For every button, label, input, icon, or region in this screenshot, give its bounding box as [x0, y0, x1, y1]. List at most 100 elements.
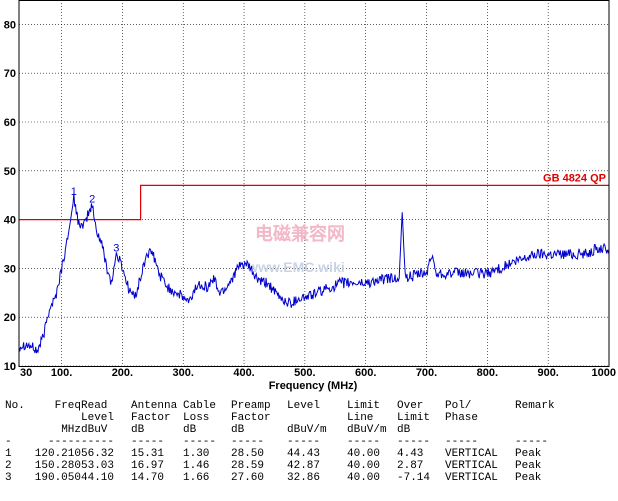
table-cell: 1.46 — [183, 460, 210, 472]
y-tick-labels: 10 20 30 40 50 60 70 80 0 — [4, 19, 16, 373]
y-tick-label: 70 — [4, 68, 16, 80]
table-cell: VERTICAL — [445, 460, 498, 472]
table-cell: Remark — [515, 400, 555, 412]
table-row: 1 120.210 56.32 15.31 1.30 28.50 44.43 40.00 4.4… — [5, 448, 555, 460]
table-cell: Factor — [131, 412, 171, 424]
table-cell: 3 — [5, 472, 12, 484]
table-header-row: - ----- ----- ----- ----- ----- ----- ----- ----… — [5, 436, 555, 448]
table-cell — [287, 412, 347, 424]
data-series — [18, 192, 610, 354]
table-cell — [5, 412, 33, 424]
table-header-row: MHz dBuV dB dB dB dBuV/m dBuV/m dB — [5, 424, 555, 436]
table-cell: Factor — [231, 412, 271, 424]
x-tick-label: 300. — [173, 367, 194, 379]
table-row: 2 150.280 53.03 16.97 1.46 28.59 42.87 40.00 2.8… — [5, 460, 555, 472]
y-tick-label-bottom: 0 — [10, 361, 16, 373]
table-cell: 28.59 — [231, 460, 265, 472]
table-cell: Loss — [183, 412, 210, 424]
marker-label: 1 — [71, 186, 77, 198]
x-tick-labels: 30 100. 200. 300. 400. 500. 600. 700. 800. 900. 10… — [20, 367, 616, 379]
limit-line: GB 4824 QP — [19, 172, 609, 221]
table-cell: Cable — [183, 400, 217, 412]
y-tick-label: 80 — [4, 19, 16, 31]
table-cell: 44.10 — [81, 472, 115, 484]
table-cell: No. — [5, 400, 25, 412]
x-tick-label: 1000 — [592, 367, 616, 379]
table-cell — [5, 424, 33, 436]
table-cell: 14.70 — [131, 472, 165, 484]
table-cell: Read — [81, 400, 108, 412]
table-cell: 190.050 — [34, 472, 81, 484]
table-cell: Peak — [515, 460, 542, 472]
x-tick-label: 600. — [355, 367, 376, 379]
table-cell: 28.50 — [231, 448, 265, 460]
marker-label: 3 — [113, 242, 119, 254]
table-cell: 4.43 — [397, 448, 424, 460]
table-cell — [515, 412, 555, 424]
table-cell: Phase — [445, 412, 479, 424]
table-cell: 40.00 — [347, 472, 381, 484]
y-tick-label: 20 — [4, 312, 16, 324]
table-header-row: Level Factor Loss Factor Line Limit Phase — [5, 412, 555, 424]
emission-chart: 电磁兼容网 www.EMC.wiki GB 4824 QP 12 3 10 20 30… — [4, 0, 616, 392]
table-cell: ----- — [347, 436, 381, 448]
table-cell: ----- — [287, 436, 321, 448]
table-cell: 16.97 — [131, 460, 165, 472]
table-cell: dBuV — [81, 424, 108, 436]
table-cell: - — [5, 436, 12, 448]
table-cell: 53.03 — [81, 460, 115, 472]
table-cell — [445, 424, 515, 436]
table-cell: 44.43 — [287, 448, 321, 460]
table-cell: 1.30 — [183, 448, 210, 460]
table-cell: ----- — [183, 436, 217, 448]
table-header-row: No. Freq Read Antenna Cable Preamp Level Limit O… — [5, 400, 555, 412]
markers: 12 3 — [71, 186, 120, 254]
x-tick-label: 400. — [233, 367, 254, 379]
table-cell: dB — [183, 424, 197, 436]
table-cell: dBuV/m — [287, 424, 327, 436]
x-tick-label: 900. — [537, 367, 558, 379]
table-cell: dB — [397, 424, 411, 436]
table-cell: 120.210 — [34, 448, 81, 460]
table-cell — [33, 412, 81, 424]
y-tick-label: 10 — [4, 361, 16, 373]
table-cell: ----- — [515, 436, 549, 448]
table-cell: Peak — [515, 472, 542, 484]
watermark-en: www.EMC.wiki — [246, 259, 345, 275]
table-cell: Line — [347, 412, 374, 424]
table-cell: 27.60 — [231, 472, 265, 484]
table-cell: 2 — [5, 460, 12, 472]
table-cell: Freq — [54, 400, 81, 412]
table-cell: 40.00 — [347, 448, 381, 460]
table-cell: 2.87 — [397, 460, 424, 472]
table-cell: Peak — [515, 448, 542, 460]
table-cell: 150.280 — [34, 460, 81, 472]
table-cell: 42.87 — [287, 460, 321, 472]
results-table: No. Freq Read Antenna Cable Preamp Level Limit O… — [5, 400, 555, 484]
y-tick-label: 50 — [4, 166, 16, 178]
table-cell: Level — [287, 400, 321, 412]
marker-label: 2 — [89, 194, 95, 206]
table-cell: 40.00 — [347, 460, 381, 472]
table-cell: dB — [131, 424, 145, 436]
table-cell: Level — [81, 412, 115, 424]
table-cell: ----- — [397, 436, 431, 448]
table-cell: VERTICAL — [445, 472, 498, 484]
table-cell: 1.66 — [183, 472, 210, 484]
table-cell: MHz — [61, 424, 81, 436]
x-tick-label: 30 — [20, 367, 32, 379]
table-cell: Limit — [347, 400, 381, 412]
x-tick-label: 200. — [112, 367, 133, 379]
x-tick-label: 800. — [477, 367, 498, 379]
table-cell: ----- — [81, 436, 115, 448]
table-cell: 56.32 — [81, 448, 115, 460]
table-cell: dB — [231, 424, 245, 436]
table-cell: dBuV/m — [347, 424, 387, 436]
table-cell: ----- — [131, 436, 165, 448]
table-cell: 1 — [5, 448, 12, 460]
table-cell — [515, 424, 555, 436]
table-cell: Limit — [397, 412, 431, 424]
y-tick-label: 30 — [4, 263, 16, 275]
table-cell: Over — [397, 400, 424, 412]
limit-line-path — [19, 184, 609, 221]
